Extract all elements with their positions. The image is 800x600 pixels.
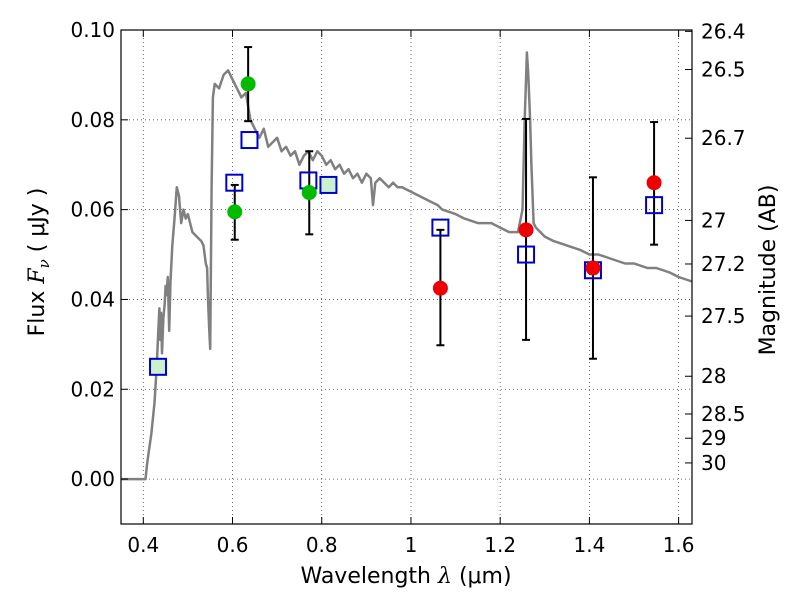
green-data-point — [301, 185, 317, 201]
x-tick-label: 1.4 — [573, 533, 605, 557]
red-data-point — [646, 175, 662, 191]
x-axis-label-text: Wavelength — [300, 564, 431, 589]
right-tick-label: 29 — [701, 426, 726, 450]
model-square-marker — [240, 131, 259, 150]
model-square-marker — [225, 173, 244, 192]
green-data-point — [227, 204, 243, 220]
y-axis-label-subscript: ν — [35, 259, 53, 268]
x-tick-label: 1 — [405, 533, 418, 557]
model-square-marker — [645, 196, 664, 215]
green-data-point — [240, 76, 256, 92]
right-tick-label: 27.5 — [701, 304, 746, 328]
y-axis-label-unit: ( μJy ) — [25, 188, 50, 253]
red-data-point — [432, 280, 448, 296]
y-tick-label: 0.10 — [70, 18, 115, 42]
y-axis-label-text: Flux — [25, 291, 50, 337]
y-tick-label: 0.02 — [70, 377, 115, 401]
plot-area — [121, 46, 693, 481]
x-tick-label: 0.4 — [127, 533, 159, 557]
right-tick-label: 27 — [701, 208, 726, 232]
x-tick-label: 0.6 — [217, 533, 249, 557]
x-axis-label: Wavelength λ (μm) — [300, 564, 511, 589]
x-axis-label-unit: (μm) — [459, 564, 512, 589]
y-tick-label: 0.00 — [70, 467, 115, 491]
y-tick-label: 0.08 — [70, 108, 115, 132]
red-data-point — [518, 222, 534, 238]
x-tick-label: 1.6 — [663, 533, 695, 557]
y-tick-label: 0.04 — [70, 287, 115, 311]
right-tick-label: 30 — [701, 451, 726, 475]
x-tick-label: 1.2 — [484, 533, 516, 557]
axis-ticks: 0.4 0.6 0.8 1 1.2 1.4 1.6 0.00 0.02 0.04 0.06 0.08 0… — [70, 18, 745, 557]
right-tick-label: 28.5 — [701, 402, 746, 426]
model-square-marker — [517, 245, 536, 264]
y-axis-label: Flux Fν ( μJy ) — [25, 188, 55, 337]
right-tick-label: 26.7 — [701, 126, 746, 150]
model-square-marker — [319, 175, 338, 194]
right-tick-label: 27.2 — [701, 252, 746, 276]
sed-model-line — [121, 51, 693, 481]
model-square-marker — [431, 218, 450, 237]
x-axis-label-symbol: λ — [437, 564, 452, 589]
y-axis-label-symbol: F — [25, 268, 50, 285]
right-tick-label: 26.4 — [701, 19, 746, 43]
right-tick-label: 28 — [701, 364, 726, 388]
y-tick-label: 0.06 — [70, 198, 115, 222]
model-square-marker — [149, 357, 168, 376]
right-tick-label: 26.5 — [701, 58, 746, 82]
x-tick-label: 0.8 — [306, 533, 338, 557]
right-axis-label: Magnitude (AB) — [756, 185, 781, 356]
red-data-point — [585, 260, 601, 276]
plot-frame — [120, 29, 693, 525]
